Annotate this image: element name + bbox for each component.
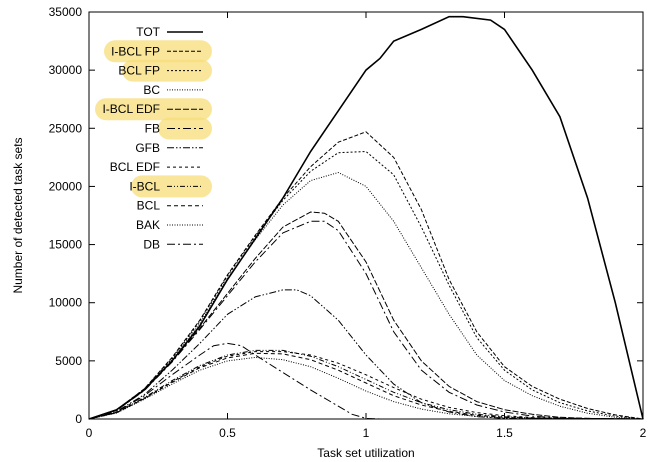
series-line-gfb — [88, 289, 644, 420]
legend-highlight — [95, 98, 212, 121]
legend-label-i-bcl-edf: I-BCL EDF — [102, 102, 160, 116]
legend-label-bcl-fp: BCL FP — [118, 64, 160, 78]
series-line-bcl-edf — [88, 351, 644, 420]
series-line-bcl-fp — [88, 150, 644, 420]
y-tick-label: 30000 — [49, 63, 83, 77]
series-layer — [88, 15, 644, 420]
y-tick-label: 35000 — [49, 5, 83, 19]
series-line-bak — [88, 356, 644, 420]
y-tick-label: 0 — [75, 412, 82, 426]
y-tick-label: 25000 — [49, 121, 83, 135]
x-tick-label: 0.5 — [219, 426, 236, 440]
y-axis-label: Number of detected task sets — [11, 137, 25, 293]
y-tick-label: 10000 — [49, 296, 83, 310]
legend-label-bc: BC — [143, 83, 160, 97]
legend-label-gfb: GFB — [135, 141, 160, 155]
x-tick-label: 0 — [86, 426, 93, 440]
series-line-db — [88, 342, 643, 420]
legend: TOT I-BCL FP BCL FP BC I-BCL EDF FB GFB BCL EDF… — [102, 25, 203, 251]
series-line-i-bcl-fp — [88, 131, 644, 420]
series-line-fb — [88, 220, 644, 420]
x-axis-label: Task set utilization — [317, 446, 414, 460]
legend-label-bcl: BCL — [137, 199, 161, 213]
legend-highlight — [104, 40, 212, 63]
series-line-i-bcl — [88, 349, 644, 420]
y-tick-label: 15000 — [49, 238, 83, 252]
legend-label-bak: BAK — [136, 218, 160, 232]
x-tick-label: 1 — [363, 426, 370, 440]
x-tick-label: 2 — [640, 426, 647, 440]
series-line-i-bcl-edf — [88, 211, 644, 420]
legend-label-i-bcl-fp: I-BCL FP — [111, 44, 160, 58]
axis-ticks: 0 0.5 1 1.5 2 0 5000 10000 15000 20000 25000 30000 3… — [49, 5, 647, 440]
y-tick-label: 20000 — [49, 179, 83, 193]
legend-label-db: DB — [143, 237, 160, 251]
x-tick-label: 1.5 — [496, 426, 513, 440]
legend-label-fb: FB — [145, 122, 160, 136]
y-tick-label: 5000 — [55, 354, 82, 368]
legend-label-tot: TOT — [136, 25, 160, 39]
legend-label-bcl-edf: BCL EDF — [110, 160, 160, 174]
series-line-bcl — [88, 352, 644, 420]
series-line-tot — [88, 15, 644, 420]
series-line-bc — [88, 171, 644, 420]
legend-label-i-bcl: I-BCL — [129, 179, 160, 193]
